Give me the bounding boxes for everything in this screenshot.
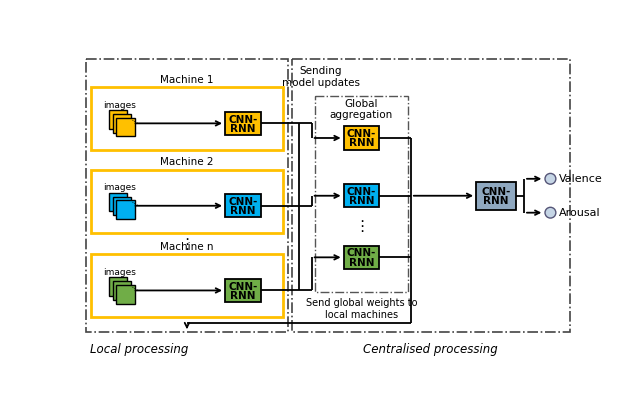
- Text: Sending
model updates: Sending model updates: [282, 66, 360, 88]
- Bar: [86, 59, 288, 332]
- Bar: [109, 193, 127, 211]
- Text: CNN-: CNN-: [228, 197, 257, 207]
- Bar: [225, 112, 260, 135]
- Text: CNN-: CNN-: [228, 115, 257, 124]
- Text: RNN: RNN: [230, 124, 255, 134]
- Text: ...: ...: [129, 280, 143, 293]
- Text: Valence: Valence: [559, 174, 603, 184]
- Text: RNN: RNN: [349, 196, 374, 206]
- Bar: [91, 87, 283, 150]
- Bar: [116, 285, 135, 304]
- Bar: [225, 194, 260, 217]
- Text: images: images: [103, 267, 136, 276]
- Bar: [113, 281, 131, 300]
- Text: RNN: RNN: [230, 206, 255, 216]
- Text: images: images: [103, 183, 136, 192]
- Text: RNN: RNN: [483, 196, 509, 206]
- Text: CNN-: CNN-: [347, 129, 376, 139]
- Bar: [344, 246, 379, 269]
- Text: Arousal: Arousal: [559, 208, 600, 218]
- Bar: [476, 182, 516, 210]
- Bar: [91, 170, 283, 233]
- Text: RNN: RNN: [349, 138, 374, 148]
- Text: RNN: RNN: [230, 291, 255, 301]
- Text: CNN-: CNN-: [228, 281, 257, 292]
- Bar: [292, 59, 570, 332]
- Text: Send global weights to
local machines: Send global weights to local machines: [305, 298, 417, 320]
- Bar: [109, 110, 127, 129]
- Bar: [315, 96, 408, 292]
- Bar: [109, 277, 127, 296]
- Text: Local processing: Local processing: [90, 343, 188, 356]
- Bar: [344, 184, 379, 207]
- Text: Machine 1: Machine 1: [160, 75, 214, 85]
- Text: ...: ...: [129, 112, 143, 126]
- Text: CNN-: CNN-: [481, 187, 511, 197]
- Text: Centralised processing: Centralised processing: [364, 343, 498, 356]
- Bar: [116, 118, 135, 136]
- Text: ⋮: ⋮: [179, 237, 195, 252]
- Text: images: images: [103, 101, 136, 110]
- Bar: [344, 126, 379, 150]
- Bar: [225, 279, 260, 302]
- Text: ...: ...: [129, 195, 143, 208]
- Text: Global
aggregation: Global aggregation: [330, 99, 393, 120]
- Text: CNN-: CNN-: [347, 187, 376, 197]
- Bar: [116, 200, 135, 219]
- Circle shape: [545, 173, 556, 184]
- Bar: [91, 254, 283, 317]
- Text: Machine 2: Machine 2: [160, 157, 214, 167]
- Circle shape: [545, 207, 556, 218]
- Text: RNN: RNN: [349, 258, 374, 268]
- Bar: [113, 197, 131, 215]
- Text: Machine n: Machine n: [160, 242, 214, 252]
- Bar: [113, 114, 131, 133]
- Text: ⋮: ⋮: [354, 219, 369, 234]
- Text: CNN-: CNN-: [347, 248, 376, 258]
